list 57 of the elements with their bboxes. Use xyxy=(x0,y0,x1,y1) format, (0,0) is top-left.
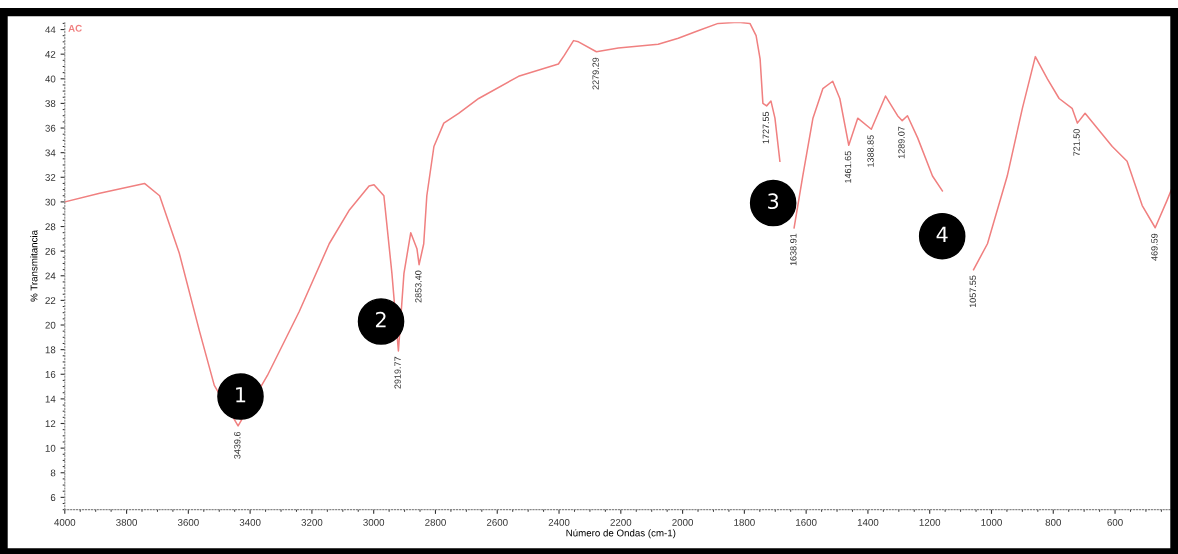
y-tick-label: 20 xyxy=(45,321,56,329)
x-tick-label: 1600 xyxy=(796,518,817,526)
annotation: 1388.85 xyxy=(867,135,874,167)
x-tick-label: 600 xyxy=(1107,518,1123,526)
annotation: 1727.55 xyxy=(762,111,770,144)
x-tick-label: 3600 xyxy=(177,518,199,526)
y-tick-label: 40 xyxy=(45,75,56,83)
x-axis-title: Número de Ondas (cm-1) xyxy=(566,529,676,539)
annotation: 2853.40 xyxy=(415,270,422,303)
annotation: 3439.6 xyxy=(234,431,241,459)
annotation: 3 xyxy=(768,193,779,210)
y-tick-label: 38 xyxy=(45,100,56,108)
y-tick-label: 36 xyxy=(45,124,56,132)
x-tick-label: 3800 xyxy=(116,518,137,526)
y-tick-label: 18 xyxy=(45,346,56,354)
x-tick-label: 2000 xyxy=(672,518,694,526)
x-tick-label: 3400 xyxy=(239,518,261,526)
annotation: 1461.65 xyxy=(844,151,852,183)
text: AC xyxy=(68,24,82,32)
x-tick-label: 2200 xyxy=(610,518,632,526)
x-tick-label: 4000 xyxy=(54,518,76,526)
annotation: 1 xyxy=(236,387,246,403)
annotation: 2919.77 xyxy=(394,356,401,389)
y-tick-label: 44 xyxy=(45,26,56,34)
y-tick-label: 34 xyxy=(45,149,56,157)
x-tick-label: 2600 xyxy=(486,518,508,526)
annotation: 4 xyxy=(936,226,948,242)
y-tick-label: 24 xyxy=(45,272,56,280)
annotation: 2279.29 xyxy=(592,57,599,90)
annotation: 1289.07 xyxy=(898,126,905,159)
x-tick-label: 1000 xyxy=(981,518,1002,526)
x-tick-label: 1400 xyxy=(857,518,879,526)
y-tick-label: 26 xyxy=(45,247,56,255)
annotation: 721.50 xyxy=(1073,129,1080,156)
annotation: 2 xyxy=(375,311,386,328)
x-tick-label: 1200 xyxy=(919,518,941,526)
y-tick-label: 8 xyxy=(50,469,56,477)
y-tick-label: 10 xyxy=(45,444,56,452)
y-tick-label: 28 xyxy=(45,223,56,231)
y-tick-label: 14 xyxy=(45,395,56,403)
x-tick-label: 3000 xyxy=(363,518,385,526)
y-tick-label: 32 xyxy=(45,174,56,181)
y-tick-label: 6 xyxy=(50,494,56,501)
x-tick-label: 2400 xyxy=(548,518,570,526)
x-tick-label: 3200 xyxy=(301,518,323,526)
y-tick-label: 22 xyxy=(45,297,56,304)
y-axis-title: % Transmitancia xyxy=(30,229,38,302)
y-tick-label: 30 xyxy=(45,198,56,206)
y-tick-label: 12 xyxy=(45,420,56,428)
x-tick-label: 1800 xyxy=(734,518,755,526)
y-tick-label: 16 xyxy=(45,370,56,378)
x-tick-label: 800 xyxy=(1045,518,1061,526)
x-tick-label: 2800 xyxy=(425,518,446,526)
annotation: 1638.91 xyxy=(790,233,797,266)
annotation: 1057.55 xyxy=(969,275,976,308)
annotation: 469.59 xyxy=(1151,233,1158,261)
y-tick-label: 42 xyxy=(45,50,56,58)
